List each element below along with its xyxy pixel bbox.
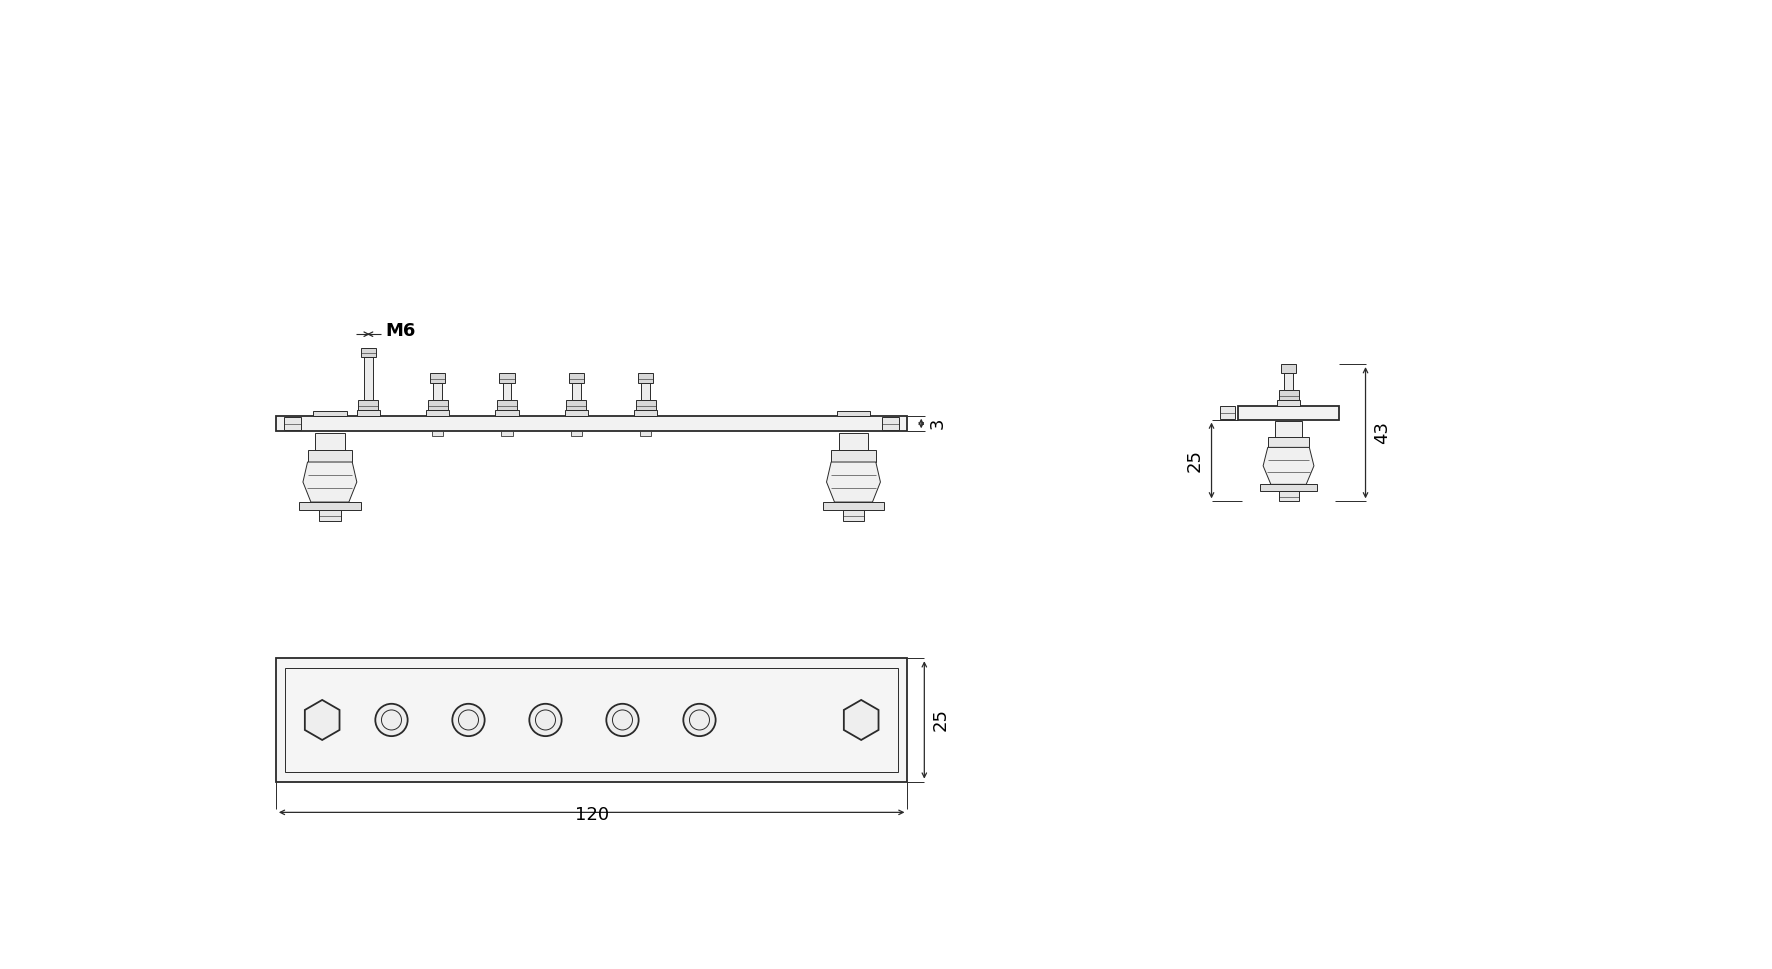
Bar <box>838 433 868 450</box>
Bar <box>1267 437 1310 448</box>
Circle shape <box>376 703 408 736</box>
Bar <box>831 450 875 462</box>
Bar <box>276 416 907 431</box>
Bar <box>572 383 581 399</box>
Bar <box>496 399 517 411</box>
Text: 3: 3 <box>929 418 946 429</box>
Polygon shape <box>1263 448 1315 484</box>
Bar <box>636 399 656 411</box>
Text: 43: 43 <box>1373 422 1391 444</box>
Bar <box>1260 484 1317 491</box>
Circle shape <box>606 703 638 736</box>
Bar <box>571 431 581 436</box>
Circle shape <box>684 703 716 736</box>
Text: 25: 25 <box>932 708 950 732</box>
Bar <box>432 431 443 436</box>
Bar <box>1281 364 1297 373</box>
Bar <box>1279 491 1299 501</box>
Bar <box>299 502 361 510</box>
Bar <box>356 411 379 416</box>
Bar <box>319 510 340 520</box>
Bar <box>425 411 450 416</box>
Bar <box>1219 406 1235 420</box>
Circle shape <box>530 703 562 736</box>
Bar <box>565 411 588 416</box>
Text: 25: 25 <box>1185 449 1203 472</box>
Bar <box>641 383 650 399</box>
Bar <box>308 450 353 462</box>
Bar <box>427 399 448 411</box>
Bar <box>496 411 519 416</box>
Bar <box>843 510 865 520</box>
Bar <box>882 417 898 430</box>
Bar <box>276 658 907 782</box>
Bar <box>503 383 510 399</box>
Bar <box>361 348 376 358</box>
Bar <box>822 502 884 510</box>
Bar <box>640 431 652 436</box>
Bar <box>434 383 441 399</box>
Polygon shape <box>305 700 340 740</box>
Polygon shape <box>826 462 881 502</box>
Bar <box>836 411 870 416</box>
Bar <box>1285 373 1294 391</box>
Bar <box>1279 391 1299 400</box>
Bar <box>1274 422 1302 437</box>
Circle shape <box>452 703 486 736</box>
Bar <box>285 668 898 772</box>
Bar <box>358 399 379 411</box>
Bar <box>315 433 344 450</box>
Bar <box>1239 406 1338 420</box>
Bar <box>500 373 514 383</box>
Bar <box>638 373 654 383</box>
Bar <box>314 411 347 416</box>
Bar <box>363 358 372 399</box>
Bar <box>567 399 587 411</box>
Bar <box>1278 400 1301 406</box>
Polygon shape <box>843 700 879 740</box>
Bar <box>285 417 301 430</box>
Text: M6: M6 <box>385 322 416 340</box>
Polygon shape <box>303 462 356 502</box>
Bar <box>501 431 512 436</box>
Bar <box>431 373 445 383</box>
Bar <box>634 411 657 416</box>
Bar <box>569 373 585 383</box>
Text: 120: 120 <box>574 806 610 824</box>
